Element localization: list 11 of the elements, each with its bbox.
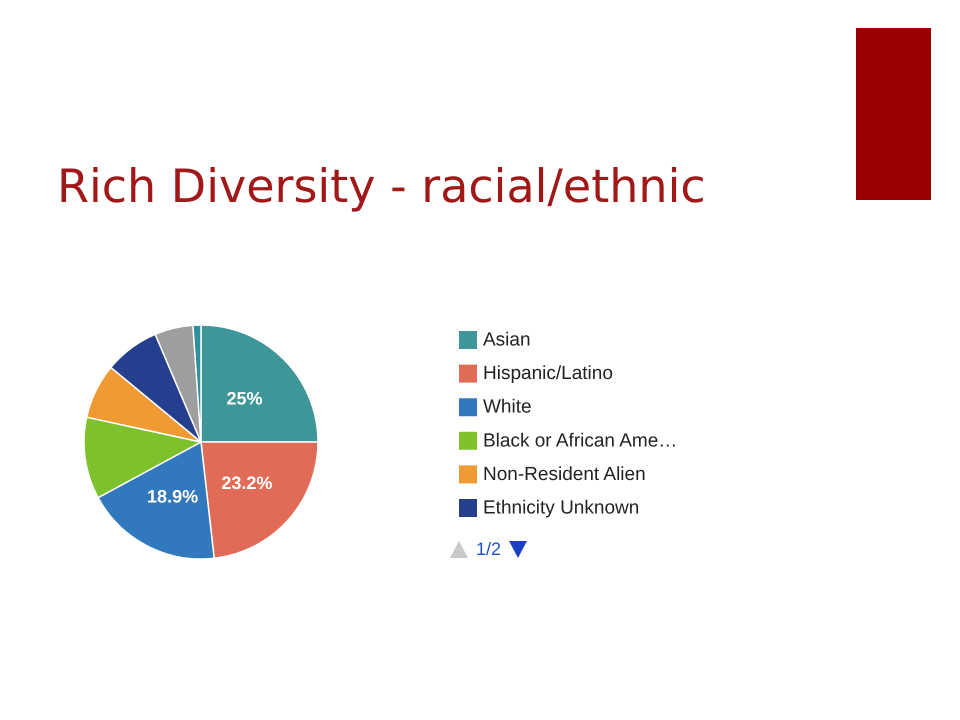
data-label: 18.9% <box>147 486 198 507</box>
legend-label: Asian <box>483 330 531 350</box>
chart-title: Rich Diversity - racial/ethnic <box>57 159 706 213</box>
legend-label: White <box>483 396 532 418</box>
text: 1/2 <box>476 539 502 559</box>
legend-label: Black or African Ame… <box>483 430 678 452</box>
legend-label: Hispanic/Latino <box>483 363 613 384</box>
data-label: 23.2% <box>221 472 272 493</box>
legend-label: Ethnicity Unknown <box>483 498 640 518</box>
data-label: 25% <box>226 388 263 409</box>
legend-label: Non-Resident Alien <box>483 464 646 485</box>
